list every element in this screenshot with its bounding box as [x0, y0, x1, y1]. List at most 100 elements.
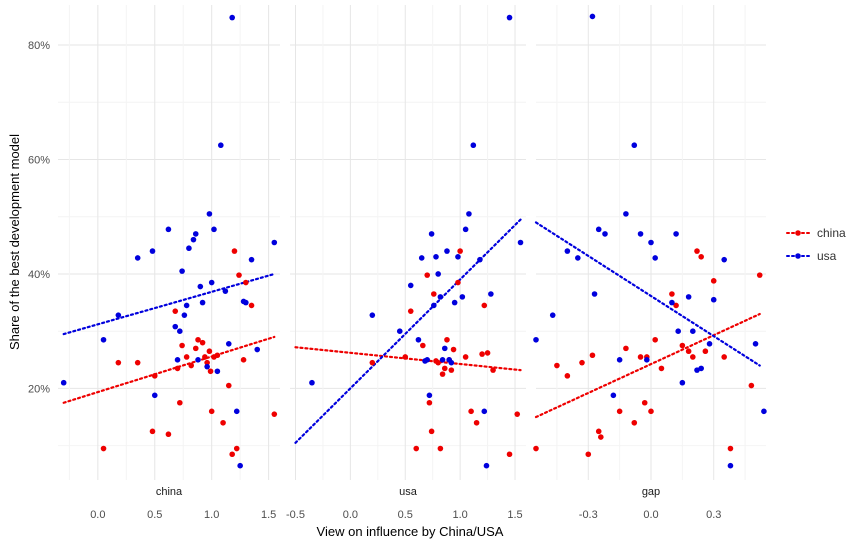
data-point-usa [673, 231, 679, 237]
data-point-usa [589, 13, 596, 20]
x-tick-label: 0.5 [398, 509, 413, 521]
trend-line-china [534, 312, 761, 419]
data-point-usa [197, 283, 204, 290]
data-point-usa [233, 408, 240, 415]
data-point-usa [218, 142, 224, 149]
data-point-china [202, 354, 208, 360]
x-axis-label: View on influence by China/USA [317, 524, 504, 539]
data-point-china [165, 431, 172, 438]
data-point-usa [134, 255, 141, 261]
data-point-usa [428, 231, 435, 237]
data-point-usa [418, 255, 425, 261]
data-point-china [468, 408, 474, 415]
data-point-usa [631, 142, 638, 149]
data-point-usa [369, 312, 376, 318]
data-point-usa [243, 299, 249, 306]
x-tick-label: 1.0 [452, 509, 467, 521]
data-point-usa [433, 254, 439, 260]
data-point-usa [172, 323, 179, 330]
data-point-usa [690, 328, 696, 335]
data-point-china [648, 408, 654, 415]
data-point-usa [179, 268, 185, 274]
y-tick-label: 60% [28, 155, 50, 167]
data-point-usa [430, 302, 437, 309]
data-point-usa [685, 294, 692, 300]
data-point-usa [229, 14, 235, 21]
data-point-usa [698, 365, 704, 372]
legend: china usa [786, 226, 846, 263]
data-point-china [149, 428, 156, 435]
x-tick-label: 1.0 [204, 509, 219, 521]
data-point-usa [669, 299, 675, 306]
data-point-china [407, 308, 414, 314]
data-point-usa [195, 357, 201, 363]
data-point-usa [488, 291, 494, 297]
data-point-usa [470, 142, 477, 149]
data-point-usa [549, 312, 556, 318]
data-point-china [183, 354, 190, 360]
data-point-usa [437, 294, 444, 300]
data-point-usa [174, 357, 181, 363]
x-tick-label: 1.5 [261, 509, 276, 521]
data-point-china [439, 371, 446, 377]
data-point-china [236, 272, 242, 278]
facet-label: gap [642, 486, 660, 498]
data-point-china [229, 451, 235, 458]
data-point-usa [752, 340, 759, 347]
x-tick-label: 0.0 [643, 509, 658, 521]
data-point-china [188, 362, 194, 369]
data-point-usa [451, 299, 458, 306]
data-point-china [243, 279, 249, 286]
legend-label-china: china [817, 226, 846, 240]
data-point-china [554, 362, 560, 369]
data-point-china [490, 367, 496, 373]
data-point-usa [149, 248, 156, 254]
data-point-china [413, 445, 420, 452]
data-point-usa [183, 302, 190, 309]
data-point-usa [396, 328, 403, 335]
data-point-usa [761, 408, 767, 415]
data-point-usa [115, 312, 122, 318]
trend-line-china [62, 335, 276, 404]
data-point-usa [407, 282, 414, 289]
data-point-usa [190, 236, 197, 243]
data-point-china [424, 272, 431, 278]
x-tick-label: 0.0 [343, 509, 358, 521]
data-point-usa [710, 296, 717, 303]
data-point-usa [602, 231, 608, 237]
trend-line-usa [62, 272, 276, 336]
x-tick-label: -0.3 [579, 509, 598, 521]
data-point-china [623, 345, 629, 352]
data-point-usa [483, 462, 490, 469]
data-point-china [271, 411, 278, 417]
data-point-usa [616, 357, 623, 363]
data-point-usa [455, 254, 461, 260]
data-point-china [134, 359, 141, 366]
data-point-china [462, 354, 469, 360]
data-point-china [721, 354, 727, 360]
legend-point-china [795, 230, 801, 236]
data-point-china [669, 291, 675, 297]
y-axis-label: Share of the best development model [7, 134, 22, 350]
data-point-usa [610, 392, 617, 399]
data-point-china [441, 365, 448, 372]
data-point-usa [448, 359, 455, 366]
data-point-china [564, 373, 571, 379]
data-point-china [694, 248, 700, 254]
data-point-china [204, 359, 210, 366]
data-point-china [756, 272, 763, 278]
data-point-usa [206, 211, 213, 217]
data-point-usa [517, 239, 524, 246]
data-point-usa [506, 14, 513, 21]
data-point-china [673, 302, 679, 309]
data-point-usa [181, 312, 188, 318]
data-point-usa [623, 211, 629, 217]
data-point-china [631, 419, 638, 426]
data-point-china [641, 399, 648, 406]
x-tick-label: 0.0 [90, 509, 105, 521]
data-point-china [177, 399, 183, 406]
data-point-china [484, 350, 491, 356]
data-point-china [369, 359, 376, 366]
